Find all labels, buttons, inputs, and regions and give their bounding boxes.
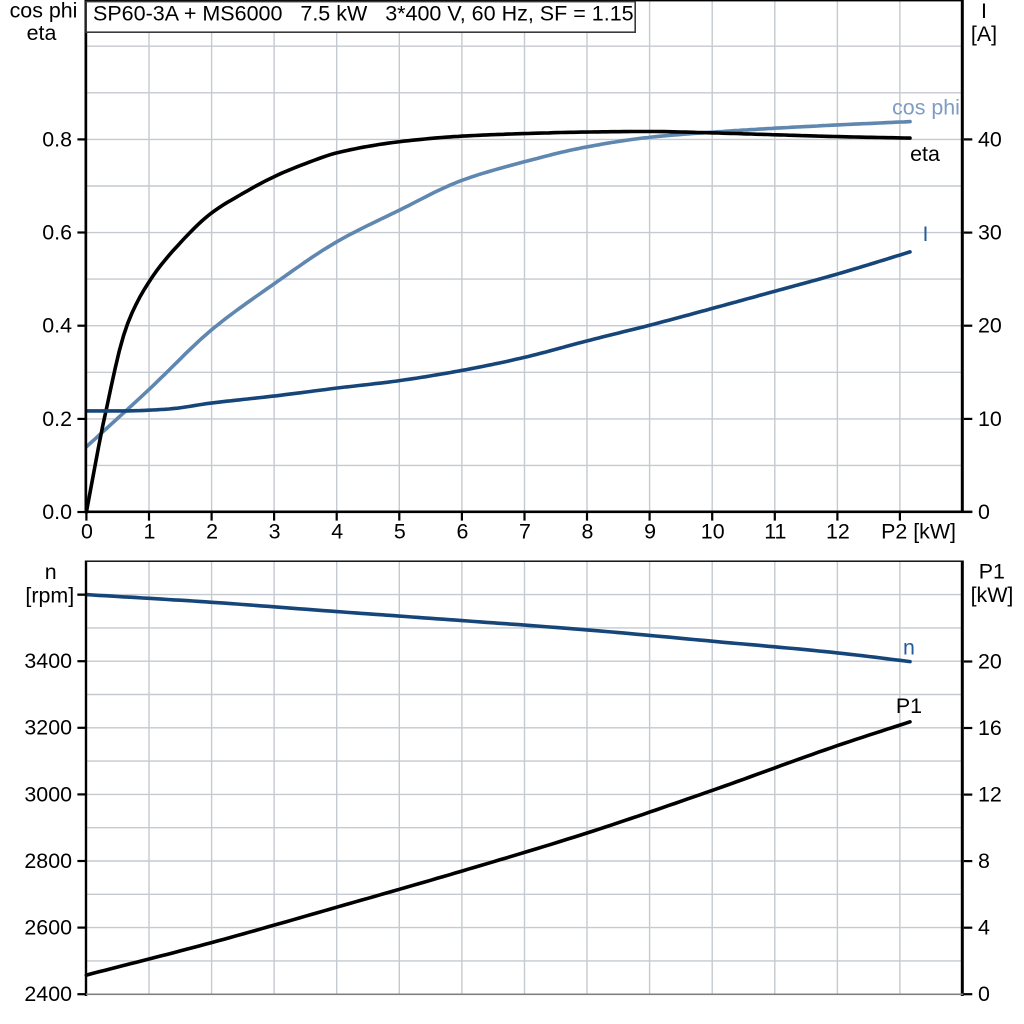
svg-text:3: 3 <box>269 519 281 543</box>
svg-text:8: 8 <box>978 849 990 873</box>
svg-text:P1: P1 <box>896 694 922 718</box>
svg-text:[rpm]: [rpm] <box>25 583 74 607</box>
svg-text:7: 7 <box>519 519 531 543</box>
svg-text:n: n <box>903 636 915 660</box>
svg-text:0: 0 <box>978 982 990 1006</box>
svg-text:30: 30 <box>978 221 1002 245</box>
svg-text:[A]: [A] <box>971 22 997 46</box>
svg-text:I: I <box>981 0 987 23</box>
svg-text:12: 12 <box>978 783 1002 807</box>
svg-text:3000: 3000 <box>24 782 72 806</box>
svg-text:P1: P1 <box>979 560 1005 584</box>
svg-text:n: n <box>45 560 57 584</box>
svg-text:cos phi: cos phi <box>892 96 960 120</box>
svg-text:0: 0 <box>978 500 990 524</box>
svg-text:10: 10 <box>701 519 725 543</box>
svg-text:0.8: 0.8 <box>42 127 72 151</box>
svg-text:2: 2 <box>206 519 218 543</box>
svg-text:0.0: 0.0 <box>42 500 72 524</box>
svg-text:0.2: 0.2 <box>42 407 72 431</box>
svg-text:11: 11 <box>764 519 786 543</box>
svg-text:eta: eta <box>910 142 940 166</box>
svg-text:20: 20 <box>978 314 1002 338</box>
svg-text:SP60-3A + MS6000 7.5 kW 3*: SP60-3A + MS6000 7.5 kW 3*400 V, 60 Hz, … <box>93 2 634 26</box>
svg-text:I: I <box>923 222 929 246</box>
svg-text:0: 0 <box>81 519 93 543</box>
svg-text:[kW]: [kW] <box>971 583 1014 607</box>
svg-text:6: 6 <box>456 519 468 543</box>
svg-text:3200: 3200 <box>24 716 72 740</box>
svg-text:12: 12 <box>826 519 850 543</box>
svg-text:4: 4 <box>331 519 343 543</box>
svg-text:20: 20 <box>978 649 1002 673</box>
svg-text:4: 4 <box>978 916 990 940</box>
svg-text:2600: 2600 <box>24 916 72 940</box>
svg-text:0.4: 0.4 <box>42 314 72 338</box>
svg-text:9: 9 <box>644 519 656 543</box>
svg-text:1: 1 <box>144 519 156 543</box>
svg-text:0.6: 0.6 <box>42 220 72 244</box>
svg-text:16: 16 <box>978 716 1002 740</box>
svg-text:cos phi: cos phi <box>10 0 78 22</box>
svg-text:2800: 2800 <box>24 849 72 873</box>
svg-text:P2 [kW]: P2 [kW] <box>881 519 956 543</box>
svg-text:8: 8 <box>582 519 594 543</box>
svg-text:10: 10 <box>978 407 1002 431</box>
svg-text:2400: 2400 <box>24 982 72 1006</box>
svg-text:40: 40 <box>978 127 1002 151</box>
svg-text:eta: eta <box>27 21 57 45</box>
svg-text:5: 5 <box>394 519 406 543</box>
svg-text:3400: 3400 <box>24 649 72 673</box>
